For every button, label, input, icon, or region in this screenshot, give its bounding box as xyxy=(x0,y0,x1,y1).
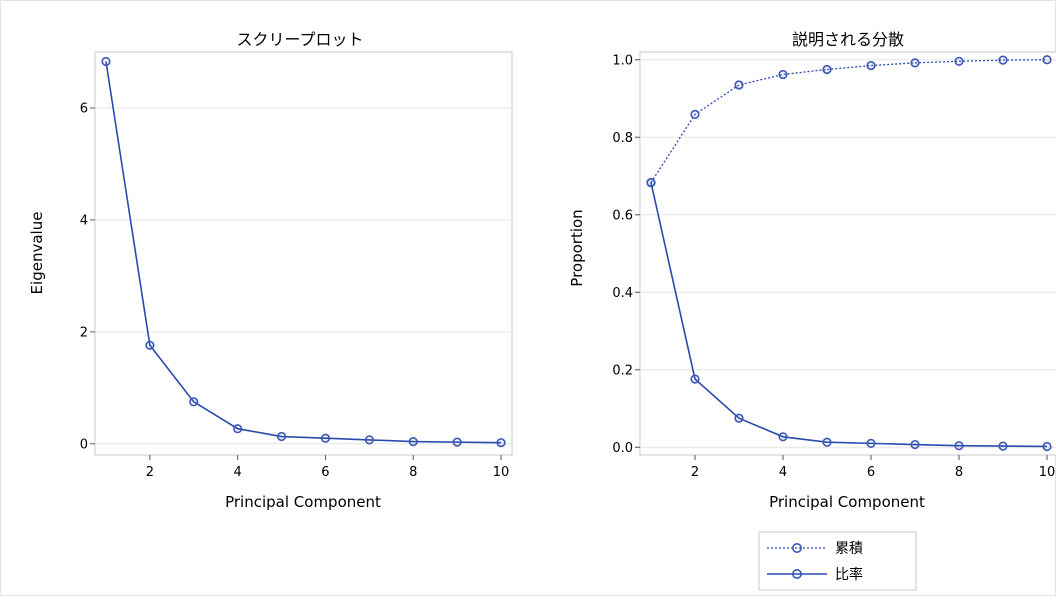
variance-explained-grid xyxy=(641,59,1056,448)
scree-plot-data-point xyxy=(145,340,155,350)
scree-plot-y-axis-label: Eigenvalue xyxy=(28,212,46,295)
variance-explained-data-point xyxy=(822,64,832,75)
scree-plot-data-point xyxy=(364,435,374,445)
scree-plot-x-tick-label: 10 xyxy=(493,465,510,480)
variance-explained-data-point xyxy=(690,374,700,384)
legend-label-proportion: 比率 xyxy=(835,566,863,583)
variance-explained-data-point xyxy=(954,56,964,66)
variance-explained-data-point xyxy=(998,55,1008,65)
variance-explained-data-point xyxy=(778,432,788,442)
scree-plot-data-point xyxy=(496,438,506,448)
variance-explained-y-tick-label: 0.4 xyxy=(612,286,633,301)
legend: 累積 比率 xyxy=(758,531,917,591)
variance-explained-data-point xyxy=(778,69,788,80)
variance-explained-x-tick-label: 6 xyxy=(867,465,875,480)
scree-plot-y-ticks: 0 2 4 6 xyxy=(80,101,95,452)
variance-explained-x-tick-label: 2 xyxy=(691,465,699,480)
variance-explained-y-tick-label: 0.6 xyxy=(612,208,633,223)
legend-item-cumulative: 累積 xyxy=(767,541,863,557)
variance-explained-title: 説明される分散 xyxy=(792,30,904,49)
variance-explained-y-ticks: 0.0 0.2 0.4 0.6 0.8 1.0 xyxy=(612,53,640,456)
scree-plot-grid xyxy=(96,107,511,445)
scree-plot-data-point xyxy=(101,56,111,67)
scree-plot-frame xyxy=(94,51,513,456)
legend-item-proportion: 比率 xyxy=(767,566,863,583)
legend-swatch-proportion-marker xyxy=(791,568,802,579)
variance-explained-y-tick-label: 0.8 xyxy=(612,131,633,146)
scree-plot-data-point xyxy=(233,424,243,434)
variance-explained-panel: 説明される分散 0.0 0.2 0.4 0.6 0.8 1.0 2 4 6 8 10 Princi… xyxy=(568,30,1056,591)
legend-label-cumulative: 累積 xyxy=(835,541,863,557)
scree-plot-y-tick-label: 4 xyxy=(80,213,88,228)
variance-explained-y-tick-label: 0.2 xyxy=(612,363,633,378)
scree-plot-y-tick-label: 2 xyxy=(80,325,88,340)
variance-explained-data-point xyxy=(1042,55,1052,65)
scree-plot-y-tick-label: 0 xyxy=(80,437,88,452)
scree-plot-series-line-main xyxy=(105,61,502,444)
scree-plot-series xyxy=(101,56,506,448)
variance-explained-y-tick-label: 1.0 xyxy=(612,53,633,68)
variance-explained-x-axis-label: Principal Component xyxy=(769,493,925,511)
variance-explained-data-point xyxy=(646,177,656,188)
scree-plot-x-tick-label: 2 xyxy=(146,465,154,480)
variance-explained-series-line-cumulative xyxy=(650,59,1048,183)
scree-plot-panel: スクリープロット 0 2 4 6 2 4 6 8 10 Principal Component… xyxy=(28,30,513,511)
variance-explained-data-point xyxy=(822,437,832,447)
variance-explained-data-point xyxy=(910,439,920,450)
scree-plot-data-point xyxy=(452,437,462,447)
variance-explained-data-point xyxy=(734,413,744,423)
scree-plot-x-tick-label: 4 xyxy=(234,465,242,480)
scree-plot-x-tick-label: 8 xyxy=(409,465,417,480)
scree-plot-data-point xyxy=(408,436,418,447)
scree-plot-data-point xyxy=(276,431,287,442)
scree-plot-x-ticks: 2 4 6 8 10 xyxy=(146,455,510,480)
variance-explained-data-point xyxy=(866,60,876,71)
variance-explained-x-tick-label: 10 xyxy=(1039,465,1056,480)
variance-explained-data-point xyxy=(1042,441,1052,452)
scree-plot-x-axis-label: Principal Component xyxy=(225,493,381,511)
scree-plot-x-tick-label: 6 xyxy=(321,465,329,480)
variance-explained-data-point xyxy=(954,441,964,451)
scree-plot-data-point xyxy=(189,397,199,407)
variance-explained-x-tick-label: 4 xyxy=(779,465,787,480)
variance-explained-series-line-main xyxy=(650,182,1048,448)
variance-explained-frame xyxy=(639,51,1056,456)
variance-explained-y-axis-label: Proportion xyxy=(568,209,586,286)
variance-explained-x-tick-label: 8 xyxy=(955,465,963,480)
scree-plot-data-point xyxy=(320,433,331,443)
variance-explained-data-point xyxy=(998,441,1008,451)
scree-plot-y-tick-label: 6 xyxy=(80,101,88,116)
variance-explained-x-ticks: 2 4 6 8 10 xyxy=(691,455,1055,480)
variance-explained-data-point xyxy=(734,80,744,90)
variance-explained-data-point xyxy=(910,58,920,68)
variance-explained-data-point xyxy=(866,438,876,448)
legend-swatch-cumulative-marker xyxy=(791,542,802,553)
variance-explained-data-point xyxy=(690,109,700,119)
variance-explained-series xyxy=(646,55,1052,452)
scree-plot-title: スクリープロット xyxy=(236,30,363,49)
legend-box xyxy=(758,531,917,591)
variance-explained-y-tick-label: 0.0 xyxy=(612,441,633,456)
